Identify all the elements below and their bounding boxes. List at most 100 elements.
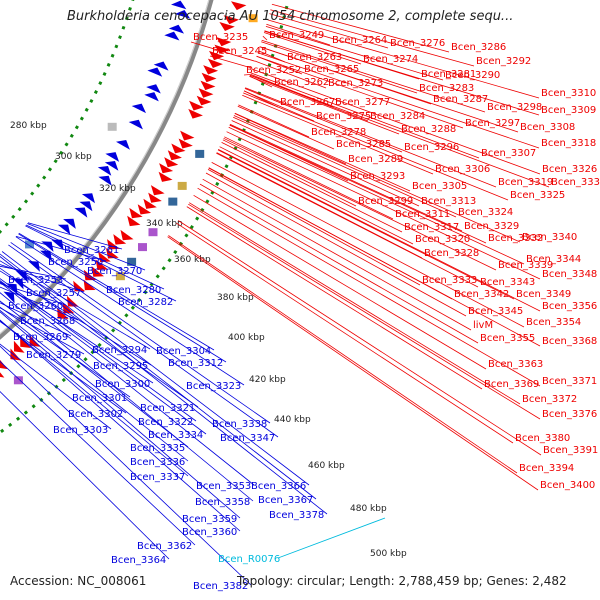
- forward-leader-line: [266, 23, 331, 46]
- forward-gene-label: Bcen_3355: [480, 333, 535, 344]
- reverse-gene-arrow: [144, 92, 159, 102]
- forward-gene-arrow: [203, 65, 219, 75]
- forward-leader-line: [270, 9, 475, 67]
- forward-leader-line: [190, 41, 256, 62]
- forward-leader-line: [263, 32, 362, 65]
- forward-leader-line: [271, 3, 450, 53]
- forward-gene-label: Bcen_3345: [468, 306, 523, 317]
- forward-gene-arrow: [189, 100, 204, 111]
- reverse-gene-arrow: [57, 224, 71, 235]
- reverse-gene-label: Bcen_3300: [95, 379, 150, 390]
- reverse-gene-label: Bcen_3268: [20, 316, 75, 327]
- forward-gene-label: Bcen_3288: [401, 124, 456, 135]
- forward-gene-label: Bcen_3287: [433, 94, 488, 105]
- forward-leader-line: [237, 105, 335, 150]
- forward-gene-label: Bcen_3265: [304, 64, 359, 75]
- reverse-leader-line: [0, 360, 196, 546]
- forward-gene-label: Bcen_3317: [404, 222, 459, 233]
- forward-gene-arrow: [216, 37, 232, 47]
- reverse-leader-line: [0, 311, 241, 519]
- reverse-gene-arrow: [153, 61, 169, 71]
- forward-leader-line: [217, 149, 515, 300]
- forward-gene-arrow: [188, 108, 203, 119]
- forward-leader-line: [231, 120, 420, 207]
- forward-gene-label: Bcen_3332: [488, 233, 543, 244]
- forward-gene-label: Bcen_3306: [435, 164, 490, 175]
- reverse-gene-label: Bcen_3294: [92, 345, 147, 356]
- reverse-gene-label: Bcen_3337: [130, 472, 185, 483]
- forward-gene-label: Bcen_3275: [316, 111, 371, 122]
- forward-gene-arrow: [159, 163, 174, 174]
- forward-gene-label: Bcen_3380: [515, 433, 570, 444]
- forward-leader-line: [256, 55, 464, 129]
- forward-gene-arrow: [127, 215, 141, 227]
- reverse-gene-label: Bcen_3295: [93, 361, 148, 372]
- reverse-leader-line: [25, 225, 177, 302]
- reverse-leader-lines: [0, 222, 328, 586]
- forward-gene-label: Bcen_3348: [542, 269, 597, 280]
- forward-gene-arrow: [201, 72, 217, 83]
- reverse-leader-line: [0, 320, 127, 414]
- forward-gene-label: Bcen_3296: [404, 142, 459, 153]
- forward-leader-line: [188, 202, 521, 405]
- forward-gene-arrow: [178, 138, 193, 149]
- reverse-gene-label: Bcen_3261: [64, 245, 119, 256]
- reverse-leader-line: [0, 307, 85, 355]
- forward-leader-line: [211, 162, 525, 328]
- reverse-leader-line: [0, 281, 255, 486]
- forward-leader-line: [261, 41, 418, 94]
- forward-leader-line: [261, 39, 486, 113]
- reverse-gene-label: Bcen_3353: [196, 481, 251, 492]
- forward-gene-label: Bcen_3274: [363, 54, 418, 65]
- reverse-gene-arrow: [164, 31, 180, 41]
- reverse-gene-arrow: [174, 10, 191, 19]
- reverse-gene-arrow: [12, 278, 24, 290]
- reverse-gene-arrow: [51, 239, 64, 251]
- reverse-leader-line: [0, 292, 254, 502]
- cog-color-block: [107, 122, 117, 131]
- reverse-gene-label: Bcen_3302: [68, 409, 123, 420]
- forward-leader-line: [250, 72, 480, 159]
- reverse-gene-label: Bcen_3304: [156, 346, 211, 357]
- forward-gene-arrow: [66, 295, 79, 307]
- forward-gene-label: Bcen_3343: [480, 277, 535, 288]
- forward-leader-line: [267, 19, 540, 99]
- kbp-tick-label: 480 kbp: [350, 504, 387, 514]
- forward-gene-label: Bcen_3267: [280, 97, 335, 108]
- reverse-gene-label: Bcen_3280: [106, 285, 161, 296]
- reverse-leader-line: [0, 300, 189, 448]
- forward-gene-label: Bcen_3340: [522, 232, 577, 243]
- reverse-leader-line: [25, 224, 165, 290]
- reverse-gene-label: Bcen_3378: [269, 510, 324, 521]
- forward-gene-label: Bcen_3329: [464, 221, 519, 232]
- reverse-leader-line: [0, 306, 131, 398]
- cog-color-block: [25, 240, 34, 249]
- forward-leader-line: [228, 126, 525, 265]
- forward-gene-arrow: [209, 50, 225, 61]
- forward-gene-arrow: [73, 280, 86, 292]
- reverse-gene-label: Bcen_3270: [87, 266, 142, 277]
- forward-gene-label: Bcen_3311: [395, 209, 450, 220]
- forward-leader-line: [209, 55, 253, 69]
- forward-gene-arrow: [129, 207, 143, 219]
- forward-leader-line: [269, 13, 389, 49]
- reverse-gene-label: Bcen_3323: [186, 381, 241, 392]
- forward-gene-label: Bcen_3310: [541, 88, 596, 99]
- reverse-leader-line: [0, 253, 317, 500]
- reverse-leader-line: [0, 256, 328, 515]
- forward-gene-label: Bcen_3252: [246, 65, 301, 76]
- forward-gene-arrow: [143, 198, 157, 209]
- kbp-tick-label: 340 kbp: [146, 219, 183, 229]
- forward-gene-arrow: [120, 229, 134, 241]
- reverse-gene-label: Bcen_3362: [137, 541, 192, 552]
- forward-gene-arrow: [91, 266, 104, 277]
- forward-gene-arrow: [219, 22, 235, 31]
- forward-gene-arrow: [167, 150, 182, 161]
- kbp-tick-label: 360 kbp: [174, 255, 211, 265]
- forward-leader-line: [177, 220, 542, 456]
- reverse-gene-label: Bcen_3269: [13, 332, 68, 343]
- forward-gene-label: Bcen_3292: [476, 56, 531, 67]
- forward-gene-label: Bcen_3277: [335, 97, 390, 108]
- forward-gene-label: Bcen_3342: [454, 289, 509, 300]
- reverse-gene-label: Bcen_3301: [72, 393, 127, 404]
